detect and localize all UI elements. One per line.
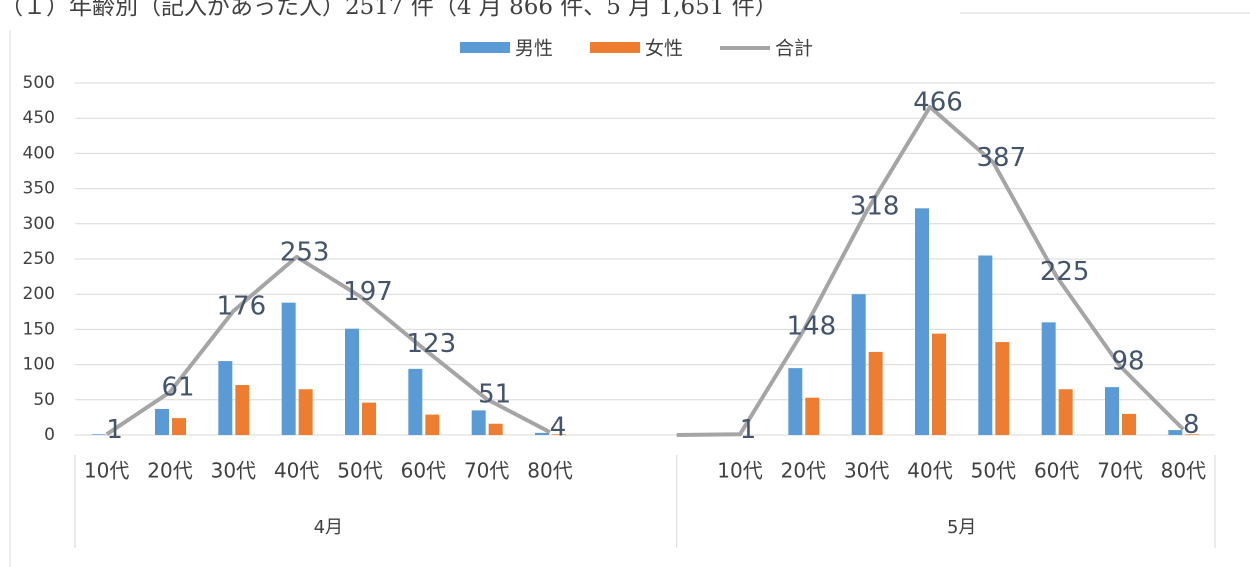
data-label: 148 — [787, 311, 837, 341]
x-tick-label: 10代 — [717, 459, 762, 483]
bar — [1168, 430, 1183, 435]
data-label: 61 — [161, 373, 194, 403]
bar — [1058, 389, 1073, 435]
data-label: 98 — [1111, 347, 1144, 377]
data-label: 8 — [1183, 410, 1200, 440]
x-tick-label: 70代 — [464, 459, 509, 483]
y-tick-label: 350 — [23, 179, 55, 199]
legend-label: 男性 — [515, 38, 553, 60]
data-label: 387 — [977, 143, 1027, 173]
x-tick-label: 30代 — [211, 459, 256, 483]
bar — [1185, 434, 1200, 435]
bar — [1041, 322, 1056, 435]
bar — [1105, 387, 1119, 435]
group-label: 4月 — [314, 517, 343, 538]
x-tick-label: 10代 — [84, 459, 129, 483]
bar — [408, 368, 423, 435]
data-label: 197 — [343, 277, 393, 307]
x-tick-label: 80代 — [1161, 459, 1206, 483]
bar — [488, 423, 503, 435]
bar — [535, 432, 549, 435]
bar — [552, 434, 566, 435]
x-tick-label: 20代 — [781, 459, 826, 483]
bar — [1122, 413, 1136, 435]
bar — [995, 342, 1010, 435]
bar — [345, 328, 359, 435]
x-tick-label: 40代 — [274, 459, 319, 483]
bar — [425, 414, 440, 435]
data-label: 4 — [550, 413, 567, 443]
y-tick-label: 250 — [23, 249, 55, 269]
bar — [978, 255, 993, 435]
bar — [788, 368, 803, 435]
bar — [155, 408, 169, 435]
y-tick-label: 500 — [23, 73, 55, 93]
data-label: 318 — [850, 192, 900, 222]
data-label: 253 — [280, 237, 330, 267]
legend-swatch — [460, 42, 510, 53]
data-label: 1 — [740, 415, 757, 445]
bar — [235, 385, 250, 435]
bar — [932, 333, 946, 435]
x-tick-label: 20代 — [147, 459, 192, 483]
total-line — [105, 104, 1185, 437]
data-label: 51 — [478, 380, 511, 410]
group-label: 5月 — [947, 517, 976, 538]
x-tick-label: 60代 — [1034, 459, 1079, 483]
y-tick-label: 150 — [23, 319, 55, 339]
y-tick-label: 300 — [23, 214, 55, 234]
bar — [805, 397, 820, 435]
legend-swatch — [590, 42, 640, 53]
x-tick-label: 60代 — [401, 459, 446, 483]
bar — [281, 302, 296, 435]
bar — [471, 410, 486, 435]
x-tick-label: 70代 — [1097, 459, 1142, 483]
bar — [218, 361, 233, 435]
y-tick-label: 100 — [23, 355, 55, 375]
bar — [851, 294, 866, 435]
bar — [868, 351, 883, 435]
data-label: 466 — [913, 87, 963, 117]
y-tick-label: 200 — [23, 284, 55, 304]
bar — [172, 418, 186, 435]
bar — [362, 402, 376, 435]
bar — [298, 389, 313, 435]
data-label: 225 — [1040, 257, 1090, 287]
data-label: 176 — [217, 292, 267, 322]
x-tick-label: 50代 — [337, 459, 382, 483]
chart-title: （１）年齢別（記入があった人）2517 件（4 月 866 件、5 月 1,65… — [0, 0, 778, 20]
y-tick-label: 450 — [23, 108, 55, 128]
bar — [915, 208, 929, 435]
legend-label: 女性 — [645, 38, 683, 60]
legend-label: 合計 — [775, 38, 813, 60]
data-label: 123 — [407, 329, 457, 359]
y-tick-label: 50 — [33, 390, 55, 410]
x-tick-label: 80代 — [527, 459, 572, 483]
bar — [91, 434, 106, 435]
y-tick-label: 0 — [44, 425, 55, 445]
data-label: 1 — [106, 415, 123, 445]
x-tick-label: 50代 — [971, 459, 1016, 483]
y-tick-label: 400 — [23, 143, 55, 163]
x-tick-label: 40代 — [907, 459, 952, 483]
x-tick-label: 30代 — [844, 459, 889, 483]
